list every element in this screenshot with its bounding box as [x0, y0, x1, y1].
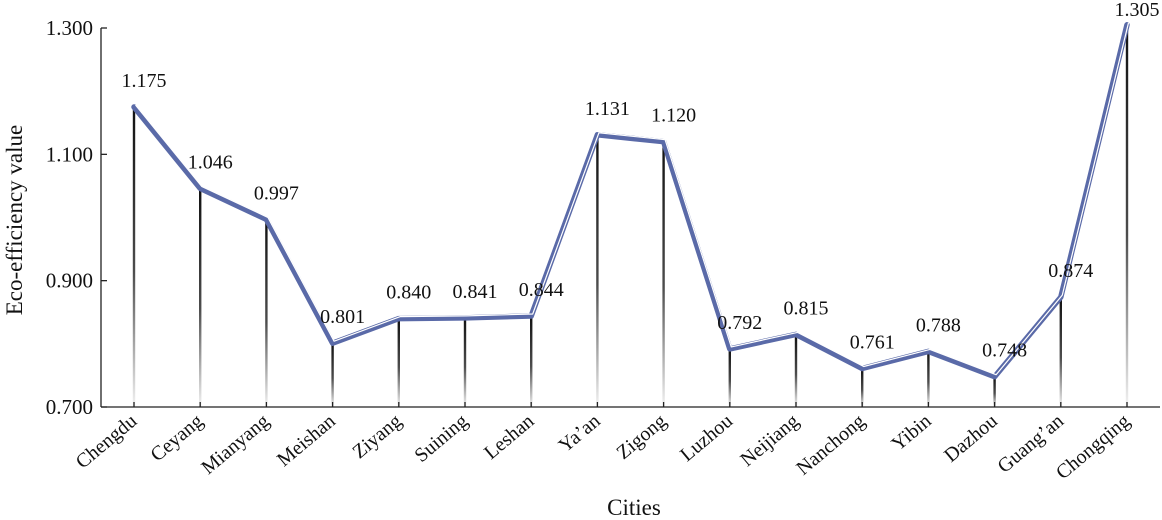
drop-line [1125, 24, 1129, 407]
x-tick-label: Dazhou [940, 410, 1002, 467]
drop-line [265, 219, 268, 407]
data-label: 0.844 [519, 279, 564, 301]
x-tick-label: Nanchong [792, 410, 869, 480]
data-label: 0.841 [453, 281, 498, 303]
y-tick-label: 0.700 [46, 395, 93, 419]
data-label: 1.131 [585, 98, 630, 120]
x-tick-label: Mianyang [197, 410, 273, 479]
x-tick-label: Ziyang [348, 410, 406, 463]
series-line-highlight [135, 22, 1130, 376]
drop-line [794, 334, 798, 407]
y-axis-title: Eco-efficiency value [2, 125, 27, 316]
drop-line [1059, 297, 1062, 407]
drop-line [331, 343, 334, 407]
drop-line [728, 348, 731, 407]
y-tick-label: 1.100 [46, 142, 93, 166]
data-label: 1.305 [1115, 0, 1160, 21]
x-tick-label: Luzhou [676, 410, 737, 466]
x-axis-title: Cities [607, 495, 661, 520]
drop-line [927, 351, 930, 407]
x-tick-label: Meishan [273, 410, 340, 471]
x-tick-label: Suining [410, 410, 472, 467]
y-tick-label: 0.900 [46, 269, 93, 293]
x-tick-label: Chengdu [72, 410, 141, 473]
data-label: 0.761 [850, 331, 895, 353]
drop-line [132, 106, 136, 407]
x-tick-label: Zigong [612, 410, 670, 464]
drop-line [861, 368, 864, 407]
drop-line [463, 317, 467, 407]
y-tick-label: 1.300 [46, 16, 93, 40]
data-label: 0.840 [386, 282, 431, 304]
drop-line [596, 134, 599, 408]
data-labels: 1.175 1.046 0.997 0.801 0.840 0.841 0.844 1.131… [122, 0, 1160, 362]
data-label: 0.792 [717, 312, 762, 334]
drop-lines [132, 24, 1129, 408]
x-tick-label: Leshan [480, 410, 538, 464]
data-label: 1.175 [122, 70, 167, 92]
x-tick-label: Ceyang [146, 410, 207, 466]
x-tick-label: Chongqing [1052, 410, 1134, 484]
data-label: 0.997 [254, 182, 299, 204]
series-line [131, 22, 1130, 380]
x-tick-label: Ya’an [555, 410, 605, 457]
drop-line [530, 316, 533, 407]
data-label: 0.874 [1048, 260, 1093, 282]
drop-line [397, 318, 400, 407]
x-tick-label: Yibin [887, 410, 935, 455]
series-line-stroke [131, 22, 1130, 380]
axes: 0.700 0.900 1.100 1.300 Chengdu CeyangMianyan… [46, 16, 1160, 484]
data-label: 0.788 [916, 314, 961, 336]
drop-line [993, 376, 996, 407]
data-label: 0.748 [982, 340, 1027, 362]
data-label: 0.801 [320, 306, 365, 328]
data-label: 1.046 [188, 151, 233, 173]
drop-line [662, 141, 665, 407]
data-label: 0.815 [784, 297, 829, 319]
data-label: 1.120 [651, 105, 696, 127]
drop-line [199, 188, 202, 407]
